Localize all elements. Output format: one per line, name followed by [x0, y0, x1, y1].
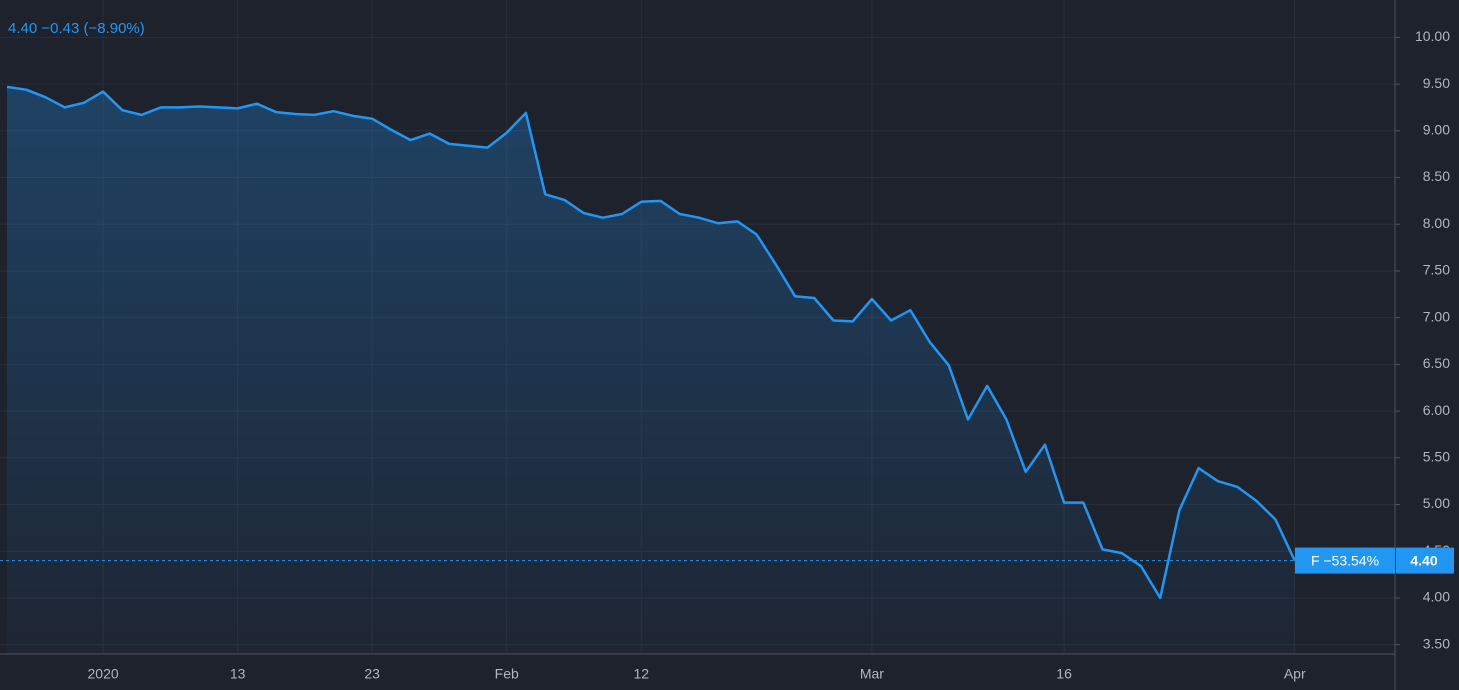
price-line-box: [1295, 547, 1395, 574]
y-tick-label: 3.50: [1423, 635, 1450, 651]
price-line-label: F −53.54%: [1311, 552, 1379, 568]
x-tick-label: Apr: [1284, 666, 1306, 682]
y-tick-label: 9.00: [1423, 122, 1450, 138]
y-tick-label: 5.50: [1423, 449, 1450, 465]
y-tick-label: 6.50: [1423, 355, 1450, 371]
y-tick-label: 7.00: [1423, 308, 1450, 324]
y-tick-label: 5.00: [1423, 495, 1450, 511]
y-tick-label: 10.00: [1415, 28, 1450, 44]
y-tick-label: 8.00: [1423, 215, 1450, 231]
x-tick-label: Feb: [495, 666, 519, 682]
x-tick-label: Mar: [860, 666, 884, 682]
x-tick-label: 12: [633, 666, 649, 682]
area-fill: [7, 86, 1295, 654]
last-value-label: 4.40: [1410, 552, 1437, 568]
header: 4.40 −0.43 (−8.90%): [8, 20, 145, 37]
y-tick-label: 4.00: [1423, 589, 1450, 605]
x-tick-label: 2020: [88, 666, 119, 682]
x-tick-label: 13: [230, 666, 246, 682]
y-tick-label: 6.00: [1423, 402, 1450, 418]
x-tick-label: 23: [364, 666, 380, 682]
last-value-box: [1396, 547, 1454, 574]
y-tick-label: 9.50: [1423, 75, 1450, 91]
y-tick-label: 8.50: [1423, 168, 1450, 184]
y-tick-label: 7.50: [1423, 262, 1450, 278]
x-tick-label: 16: [1056, 666, 1072, 682]
price-line: [6, 85, 1296, 600]
